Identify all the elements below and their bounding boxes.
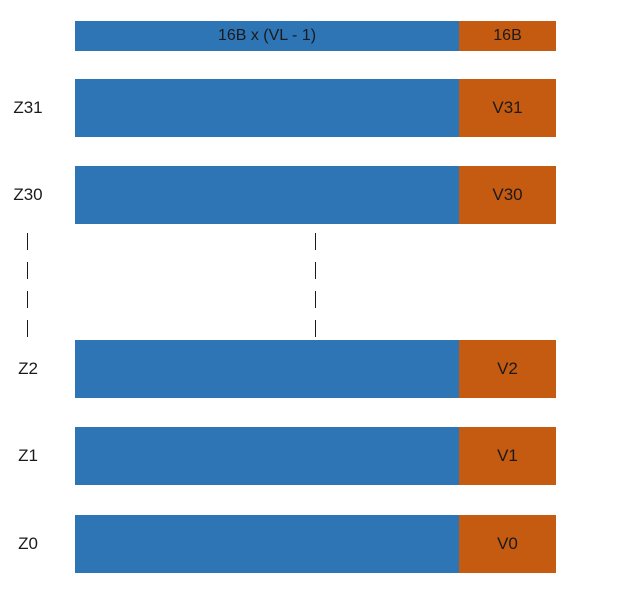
v31-label: V31: [492, 98, 523, 117]
v0-segment: V0: [459, 515, 556, 573]
ellipsis-tick: [315, 291, 316, 308]
z31-label: Z31: [13, 98, 43, 117]
v1-segment: V1: [459, 427, 556, 485]
z1-sve-segment: [75, 427, 459, 485]
z30-sve-segment: [75, 166, 459, 224]
z2-label: Z2: [18, 359, 38, 378]
ellipsis-tick: [315, 262, 316, 279]
z30-label: Z30: [13, 185, 43, 204]
neon-width-label: 16B: [493, 27, 522, 44]
v2-segment: V2: [459, 340, 556, 398]
ellipsis-tick: [27, 291, 28, 308]
ellipsis-tick: [27, 233, 28, 250]
v2-label: V2: [497, 359, 518, 378]
z1-label: Z1: [18, 446, 38, 465]
z2-sve-segment: [75, 340, 459, 398]
ellipsis-tick: [315, 320, 316, 337]
z0-label: Z0: [18, 534, 38, 553]
ellipsis-tick: [27, 320, 28, 337]
ellipsis-tick: [315, 233, 316, 250]
z31-sve-segment: [75, 79, 459, 137]
v30-segment: V30: [459, 166, 556, 224]
v30-label: V30: [492, 185, 523, 204]
sve-width-label: 16B x (VL - 1): [217, 27, 317, 44]
sve-width-header: 16B x (VL - 1): [75, 21, 459, 51]
v1-label: V1: [497, 446, 518, 465]
ellipsis-tick: [27, 262, 28, 279]
v0-label: V0: [497, 534, 518, 553]
z0-sve-segment: [75, 515, 459, 573]
neon-width-header: 16B: [459, 21, 556, 51]
v31-segment: V31: [459, 79, 556, 137]
